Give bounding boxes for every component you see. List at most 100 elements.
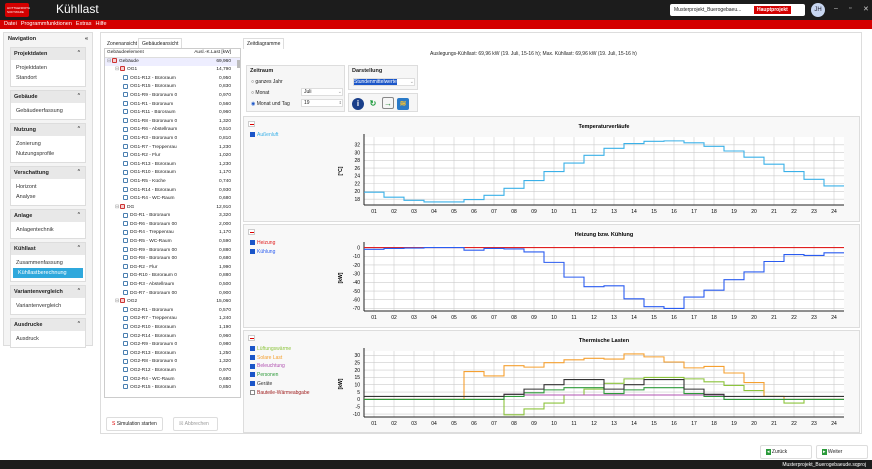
tree-item-room[interactable]: OG1-R12 - Büroraum 0,950 bbox=[105, 75, 240, 84]
tree-item-room[interactable]: OG2-R14 - Büroraum 0,960 bbox=[105, 332, 240, 342]
collapse-up-icon[interactable]: ⌃ bbox=[76, 321, 81, 327]
nav-item[interactable]: Horizont bbox=[16, 184, 37, 190]
menu-programmfunktionen[interactable]: Programmfunktionen bbox=[20, 21, 72, 27]
tree-item-group[interactable]: ⊟ OG1 14,790 bbox=[105, 66, 240, 75]
menu-hilfe[interactable]: Hilfe bbox=[95, 21, 107, 27]
legend-item[interactable]: Solare Last bbox=[250, 354, 310, 363]
tree-item-room[interactable]: DG-R2 - Flur 1,990 bbox=[105, 264, 240, 273]
legend-checkbox[interactable] bbox=[250, 363, 255, 369]
expand-icon[interactable]: ⊟ bbox=[107, 58, 112, 64]
tree-item-room[interactable]: DG-R9 - Büroraum 00 0,880 bbox=[105, 246, 240, 256]
tree-item-room[interactable]: DG-R6 - Büroraum 00 2,000 bbox=[105, 221, 240, 230]
collapse-nav-icon[interactable]: « bbox=[84, 36, 88, 42]
tree-item-room[interactable]: OG1-R5 - Küche 0,740 bbox=[105, 178, 240, 187]
tree-item-room[interactable]: OG1-R3 - Büroraum 0 0,810 bbox=[105, 135, 240, 144]
radio-month[interactable]: ○ Monat bbox=[251, 90, 270, 96]
tree-item-room[interactable]: OG1-R13 - Büroraum 1,230 bbox=[105, 160, 240, 170]
tree-item-room[interactable]: DG-R5 - WC-Raum 0,590 bbox=[105, 238, 240, 247]
legend-item[interactable]: Heizung bbox=[250, 239, 275, 248]
tree-item-room[interactable]: OG2-R12 - Büroraum 0,970 bbox=[105, 367, 240, 376]
nav-item[interactable]: Zusammenfassung bbox=[16, 260, 63, 266]
tree-item-room[interactable]: OG2-R9 - Büroraum 0 0,980 bbox=[105, 341, 240, 350]
tree-item-room[interactable]: OG1-R8 - Büroraum 0 1,320 bbox=[105, 117, 240, 127]
radio-year[interactable]: ○ ganzes Jahr bbox=[251, 79, 283, 85]
tab-gebaeudeansicht[interactable]: Gebäudeansicht bbox=[138, 38, 183, 49]
tree-item-room[interactable]: OG2-R8 - Büroraum 0 1,320 bbox=[105, 358, 240, 367]
tab-zonenansicht[interactable]: Zonenansicht bbox=[107, 41, 138, 47]
refresh-icon[interactable]: ↻ bbox=[369, 99, 377, 108]
menu-extras[interactable]: Extras bbox=[75, 21, 92, 27]
radio-month-day[interactable]: ◉ Monat und Tag bbox=[251, 101, 290, 107]
tree-item-room[interactable]: OG1-R11 - Büroraum 0,960 bbox=[105, 109, 240, 118]
legend-item[interactable]: Bauteile-Wärmeabgabe bbox=[250, 389, 310, 398]
legend-checkbox[interactable] bbox=[250, 240, 255, 246]
collapse-icon[interactable] bbox=[248, 335, 255, 341]
tree-item-group[interactable]: ⊟ Gebäude 69,960 bbox=[105, 57, 240, 67]
tree-item-room[interactable]: OG2-R13 - Büroraum 1,250 bbox=[105, 350, 240, 359]
nav-item[interactable]: Projektdaten bbox=[16, 65, 47, 71]
nav-section-header[interactable]: Projektdaten ⌃ bbox=[11, 48, 85, 60]
avatar[interactable]: JH bbox=[811, 3, 825, 17]
legend-checkbox[interactable] bbox=[250, 346, 255, 352]
nav-item[interactable]: Standort bbox=[16, 75, 37, 81]
nav-section-header[interactable]: Anlage ⌃ bbox=[11, 210, 85, 222]
tree-item-group[interactable]: ⊟ DG 12,910 bbox=[105, 203, 240, 213]
menu-datei[interactable]: Datei bbox=[4, 21, 17, 27]
nav-section-header[interactable]: Nutzung ⌃ bbox=[11, 124, 85, 136]
tree-item-room[interactable]: OG1-R2 - Flur 1,020 bbox=[105, 152, 240, 161]
next-button[interactable]: ▸ Weiter bbox=[816, 445, 868, 459]
collapse-up-icon[interactable]: ⌃ bbox=[76, 126, 81, 132]
tree-item-room[interactable]: DG-R8 - Büroraum 00 0,680 bbox=[105, 255, 240, 264]
tree-item-room[interactable]: OG1-R14 - Büroraum 0,930 bbox=[105, 186, 240, 196]
collapse-icon[interactable] bbox=[248, 121, 255, 127]
back-button[interactable]: ◂ Zurück bbox=[760, 445, 812, 459]
darstellung-select[interactable]: Stundenmittelwerte ⌄ bbox=[353, 78, 415, 86]
tree-item-room[interactable]: OG1-R10 - Büroraum 1,170 bbox=[105, 169, 240, 178]
nav-item[interactable]: Nutzungsprofile bbox=[16, 151, 55, 157]
nav-section-header[interactable]: Ausdrucke ⌃ bbox=[11, 319, 85, 331]
collapse-up-icon[interactable]: ⌃ bbox=[76, 212, 81, 218]
legend-item[interactable]: Lüftungswärme bbox=[250, 345, 310, 354]
legend-checkbox[interactable] bbox=[250, 372, 255, 378]
tree-item-group[interactable]: ⊟ OG2 15,060 bbox=[105, 298, 240, 307]
legend-item[interactable]: Beleuchtung bbox=[250, 362, 310, 371]
chevron-left-icon[interactable]: ‹ bbox=[803, 5, 806, 12]
day-stepper[interactable]: 19 ⇕ bbox=[301, 99, 343, 107]
stepper-icon[interactable]: ⇕ bbox=[338, 100, 342, 105]
legend-item[interactable]: Geräte bbox=[250, 380, 310, 389]
close-icon[interactable]: ✕ bbox=[863, 6, 869, 13]
tree-item-room[interactable]: OG1-R6 - Abstellraum 0,510 bbox=[105, 126, 240, 135]
collapse-up-icon[interactable]: ⌃ bbox=[76, 169, 81, 175]
tree-item-room[interactable]: OG2-R7 - Treppenrau 1,240 bbox=[105, 315, 240, 324]
info-icon[interactable]: i bbox=[352, 98, 364, 110]
tree-item-room[interactable]: OG1-R7 - Treppenrau 1,230 bbox=[105, 143, 240, 153]
nav-item[interactable]: Variantenvergleich bbox=[16, 303, 62, 309]
collapse-up-icon[interactable]: ⌃ bbox=[76, 288, 81, 294]
tree-item-room[interactable]: DG-R10 - Büroraum 0 0,880 bbox=[105, 272, 240, 281]
export-icon[interactable]: → bbox=[382, 97, 394, 109]
nav-item[interactable]: Anlagentechnik bbox=[16, 227, 54, 233]
tree-scrollbar[interactable] bbox=[237, 60, 240, 68]
settings-chart-icon[interactable]: ≋ bbox=[397, 98, 409, 110]
collapse-icon[interactable] bbox=[248, 229, 255, 235]
restore-icon[interactable]: ▫ bbox=[849, 5, 852, 12]
tree-item-room[interactable]: OG1-R1 - Büroraum 0,560 bbox=[105, 100, 240, 110]
tree-item-room[interactable]: DG-R4 - Treppenrau 1,170 bbox=[105, 229, 240, 238]
nav-section-header[interactable]: Kühllast ⌃ bbox=[11, 243, 85, 255]
tree-item-room[interactable]: OG1-R9 - Büroraum 0 0,970 bbox=[105, 92, 240, 101]
tree-item-room[interactable]: OG1-R15 - Büroraum 0,830 bbox=[105, 83, 240, 92]
legend-item[interactable]: Personen bbox=[250, 371, 310, 380]
tree-item-room[interactable]: OG2-R4 - WC-Raum 0,680 bbox=[105, 375, 240, 385]
month-select[interactable]: Juli ⌄ bbox=[301, 88, 343, 96]
collapse-up-icon[interactable]: ⌃ bbox=[76, 93, 81, 99]
collapse-up-icon[interactable]: ⌃ bbox=[76, 245, 81, 251]
tree-item-room[interactable]: OG2-R10 - Büroraum 1,190 bbox=[105, 324, 240, 333]
legend-item[interactable]: Kühlung bbox=[250, 248, 275, 257]
start-simulation-button[interactable]: S Simulation starten bbox=[106, 417, 163, 431]
legend-checkbox[interactable] bbox=[250, 389, 255, 395]
collapse-up-icon[interactable]: ⌃ bbox=[76, 50, 81, 56]
tree-item-room[interactable]: DG-R3 - Abstellraum 0,500 bbox=[105, 281, 240, 290]
nav-item[interactable]: Ausdruck bbox=[16, 336, 39, 342]
tab-zeitdiagramme[interactable]: Zeitdiagramme bbox=[243, 38, 285, 49]
legend-checkbox[interactable] bbox=[250, 380, 255, 386]
